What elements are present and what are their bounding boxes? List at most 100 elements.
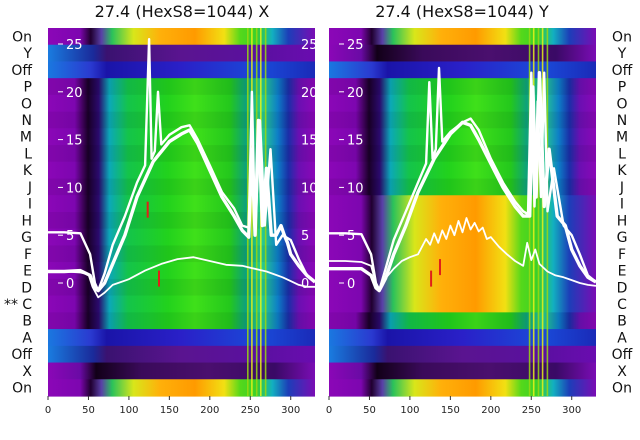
inner-y-tick-label: 25 [347,38,364,53]
x-tick-label: 150 [160,405,179,416]
row-label: N [22,113,32,129]
heatmap-band [48,262,315,280]
heatmap-band [329,362,596,380]
inner-y-tick-label: 0 [66,277,74,292]
heatmap-band [329,379,596,397]
heatmap-band [48,329,315,347]
heatmap-band [48,379,315,397]
band-shade [48,111,315,129]
row-label: Off [612,63,633,79]
row-label: E [618,264,627,280]
heatmap-band [48,44,315,63]
x-tick-label: 50 [82,405,95,416]
row-label: G [21,230,32,246]
heatmap-band [48,362,315,380]
row-label: H [617,213,628,229]
row-label: J [619,180,624,196]
inner-y-tick-label: 15 [347,134,364,149]
red-mark [146,201,149,218]
left-series-lines [48,38,317,299]
inner-y-tick-label-right: 15 [301,134,318,149]
x-tick-label: 250 [522,405,541,416]
red-mark [439,259,441,276]
row-label: Y [617,46,627,62]
inner-y-tick-label: 10 [66,181,83,196]
row-label: F [24,247,32,263]
inner-y-tick-label: 15 [66,134,83,149]
row-label: On [12,29,32,45]
row-label: A [22,331,32,347]
heatmap-band [329,44,596,63]
inner-y-tick-label: 20 [66,86,83,101]
band-shade [329,111,596,129]
inner-y-tick-label-right: 0 [301,277,309,292]
row-label: O [616,96,627,112]
row-marker: ** [4,297,18,313]
row-label: X [617,364,627,380]
row-label: L [618,147,626,163]
row-label: I [620,197,624,213]
right-series-lines [329,66,597,293]
row-label: A [617,331,627,347]
band-shade [329,312,596,330]
stripe [541,28,544,396]
row-label: On [12,381,32,397]
heatmap-band [48,128,315,146]
x-tick-label: 150 [441,405,460,416]
stripe [251,28,253,396]
inner-y-tick-label-right: 10 [301,181,318,196]
left-x-axis: 0 50 100 150 200 250 300 [45,396,300,416]
heatmap-band [329,128,596,146]
band-shade [48,312,315,330]
row-label: X [22,364,32,380]
heatmap-band [329,345,596,364]
row-label: Off [612,347,633,363]
row-label: L [24,147,32,163]
inner-y-tick-label: 5 [347,229,355,244]
row-label: Off [11,347,32,363]
red-mark [158,270,160,287]
x-tick-label: 0 [326,405,332,416]
heatmap-band [48,94,315,113]
left-chart-title: 27.4 (HexS8=1044) X [95,2,270,21]
row-label: Off [11,63,32,79]
left-chart-panel: 27.4 (HexS8=1044) X 05101520250510152025… [4,2,318,416]
series-line [48,118,317,293]
heatmap-band [329,278,596,297]
series-line [48,38,316,292]
band-shade [329,78,596,95]
row-label: B [22,314,32,330]
row-label: D [21,280,32,296]
right-chart-title: 27.4 (HexS8=1044) Y [375,2,549,21]
stripe [537,28,540,396]
row-label: H [21,213,32,229]
heatmap-band [48,295,315,313]
row-label: C [617,297,627,313]
inner-y-tick-label: 25 [66,38,83,53]
inner-y-tick-label-right: 25 [301,38,318,53]
row-label: K [617,163,627,179]
row-label: J [27,180,32,196]
x-tick-label: 200 [200,405,219,416]
x-tick-label: 100 [400,405,419,416]
row-label: M [616,130,628,146]
heatmap-band [329,61,596,79]
heatmap-band [329,94,596,113]
row-label: F [618,247,626,263]
heatmap-band [329,329,596,347]
row-label: K [23,163,33,179]
inner-y-tick-label: 5 [66,229,74,244]
inner-y-tick-label: 20 [347,86,364,101]
series-line [48,256,315,299]
stripe [532,28,535,396]
right-inner-y-ticks: 0 5 10 15 20 25 [339,38,364,292]
red-mark [430,270,433,287]
row-label: On [612,29,632,45]
band-shade [48,278,315,296]
heatmap-band [48,345,315,364]
row-label: E [23,264,32,280]
heatmap-band [48,28,315,46]
row-label: G [617,230,628,246]
